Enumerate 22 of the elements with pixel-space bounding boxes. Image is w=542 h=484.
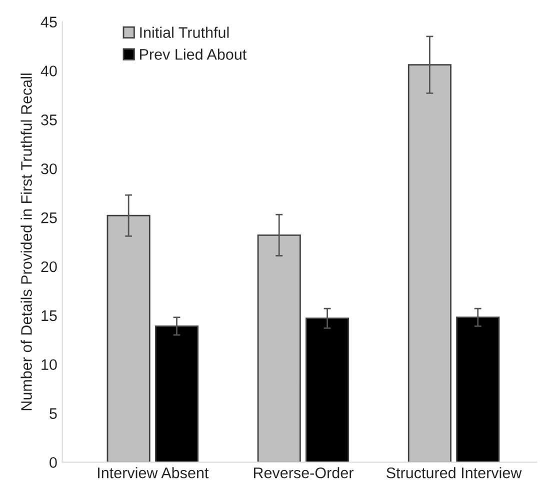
y-tick-label: 35 (41, 114, 57, 126)
y-tick-label: 15 (42, 310, 57, 322)
bar (456, 316, 500, 462)
x-tick-label: Structured Interview (386, 467, 522, 478)
bar (106, 214, 150, 462)
bar (408, 64, 452, 462)
y-tick-label: 20 (41, 261, 57, 272)
y-tick-label: 25 (41, 212, 57, 224)
y-tick-label: 30 (41, 163, 57, 174)
legend-label: Initial Truthful (140, 26, 229, 38)
y-tick-label: 0 (50, 457, 57, 468)
y-tick-label: 45 (40, 16, 57, 28)
y-tick-label: 40 (40, 66, 57, 76)
bar (154, 325, 199, 462)
x-tick-label: Interview Absent (98, 467, 209, 478)
x-tick-label: Reverse-Order (254, 467, 354, 478)
y-tick-label: 10 (42, 359, 57, 370)
legend-label: Prev Lied About (140, 48, 247, 60)
bar (306, 318, 350, 462)
bar (257, 234, 301, 462)
y-tick-label: 5 (50, 408, 57, 419)
y-axis-title: Number of Details Provided in First Truthful Recall (20, 74, 32, 410)
